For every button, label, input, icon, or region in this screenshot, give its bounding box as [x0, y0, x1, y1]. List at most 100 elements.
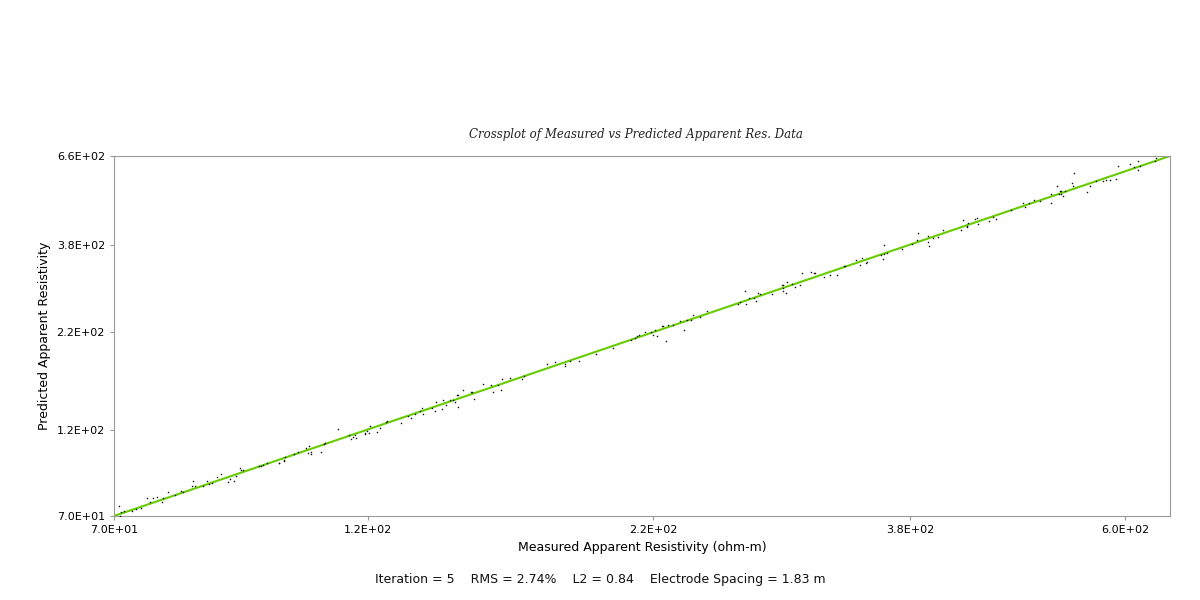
- Point: [258, 458, 277, 467]
- Point: [114, 506, 133, 515]
- Point: [1097, 175, 1116, 185]
- Point: [445, 397, 464, 407]
- Point: [464, 394, 484, 404]
- Point: [301, 449, 320, 458]
- Point: [343, 432, 362, 442]
- Point: [730, 297, 749, 307]
- Point: [827, 271, 846, 280]
- Point: [230, 465, 250, 475]
- Point: [1093, 176, 1112, 185]
- Point: [473, 379, 492, 389]
- Point: [1063, 181, 1082, 191]
- Point: [778, 278, 797, 287]
- Point: [412, 403, 431, 413]
- Point: [835, 262, 854, 271]
- Point: [152, 497, 172, 506]
- Point: [198, 476, 217, 486]
- Point: [902, 239, 922, 249]
- Point: [1051, 186, 1070, 196]
- Point: [138, 493, 157, 503]
- Point: [358, 426, 377, 436]
- Point: [233, 465, 252, 475]
- Point: [410, 406, 430, 416]
- Point: [355, 428, 374, 438]
- Point: [401, 413, 420, 422]
- Point: [875, 240, 894, 250]
- Point: [737, 299, 756, 308]
- Point: [1001, 205, 1020, 214]
- Point: [820, 271, 839, 280]
- Point: [193, 481, 212, 490]
- Point: [622, 335, 641, 345]
- Point: [1042, 189, 1061, 199]
- Point: [182, 481, 202, 491]
- Point: [112, 507, 131, 517]
- Point: [958, 218, 977, 227]
- Point: [907, 236, 926, 245]
- Point: [461, 387, 480, 397]
- Point: [275, 455, 294, 465]
- Point: [773, 283, 792, 292]
- Point: [211, 469, 230, 478]
- Point: [670, 316, 689, 325]
- Point: [173, 488, 192, 497]
- Point: [154, 493, 173, 503]
- Point: [805, 268, 824, 278]
- Point: [1051, 187, 1070, 196]
- Point: [653, 322, 672, 331]
- Point: [893, 245, 912, 254]
- Point: [1013, 198, 1032, 208]
- Point: [628, 331, 647, 340]
- Point: [1025, 195, 1044, 205]
- Point: [814, 272, 833, 282]
- Point: [953, 215, 972, 225]
- Point: [920, 241, 940, 251]
- Point: [678, 315, 697, 325]
- Point: [874, 254, 893, 263]
- Point: [230, 463, 250, 473]
- Point: [834, 262, 853, 271]
- Point: [538, 359, 557, 368]
- Point: [443, 395, 462, 405]
- Point: [288, 448, 307, 457]
- Point: [556, 359, 575, 369]
- Point: [131, 503, 150, 512]
- Point: [1100, 175, 1120, 185]
- Point: [776, 288, 796, 298]
- Point: [275, 452, 294, 462]
- Point: [422, 404, 442, 413]
- Point: [871, 250, 890, 260]
- Point: [172, 487, 191, 496]
- Point: [877, 248, 896, 258]
- Point: [186, 482, 205, 491]
- Point: [122, 506, 142, 516]
- Point: [626, 334, 646, 343]
- Point: [329, 424, 348, 433]
- Y-axis label: Predicted Apparent Resistivity: Predicted Apparent Resistivity: [38, 242, 52, 430]
- Point: [126, 504, 145, 514]
- Point: [952, 225, 971, 235]
- Point: [371, 423, 390, 433]
- Point: [224, 476, 244, 485]
- Point: [966, 214, 985, 224]
- Point: [986, 214, 1006, 224]
- Point: [355, 430, 374, 439]
- Point: [1054, 191, 1073, 200]
- Point: [493, 374, 512, 384]
- Point: [1055, 186, 1074, 196]
- Point: [148, 493, 167, 502]
- Point: [360, 428, 379, 438]
- Point: [491, 385, 510, 395]
- Point: [967, 214, 986, 223]
- Point: [227, 471, 246, 481]
- Point: [208, 472, 227, 481]
- Point: [378, 416, 397, 425]
- Point: [341, 434, 360, 443]
- Point: [748, 289, 767, 298]
- Point: [448, 391, 467, 400]
- Point: [440, 395, 460, 405]
- Point: [773, 287, 792, 296]
- Point: [346, 430, 365, 440]
- Point: [1081, 181, 1100, 191]
- Point: [908, 229, 928, 238]
